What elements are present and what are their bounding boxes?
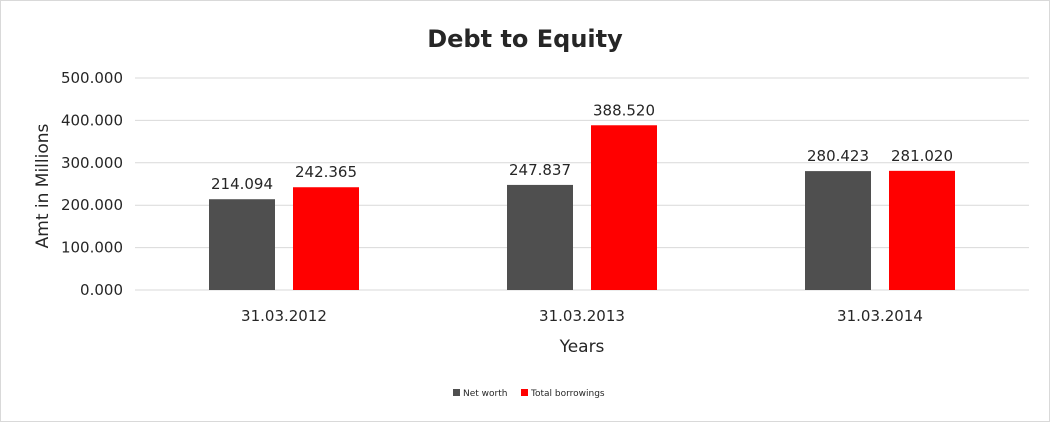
x-axis-label: Years bbox=[559, 337, 605, 357]
y-tick-label: 300.000 bbox=[61, 154, 123, 172]
data-label: 281.020 bbox=[891, 147, 953, 165]
x-tick-label: 31.03.2013 bbox=[539, 307, 625, 325]
bar bbox=[507, 184, 573, 290]
data-label: 388.520 bbox=[593, 101, 655, 119]
y-axis-label: Amt in Millions bbox=[33, 123, 53, 248]
bar bbox=[805, 171, 871, 290]
legend-swatch bbox=[521, 389, 528, 396]
bar bbox=[889, 170, 955, 290]
y-tick-label: 0.000 bbox=[80, 281, 123, 299]
legend-swatch bbox=[453, 389, 460, 396]
gridlines bbox=[135, 77, 1029, 291]
x-tick-label: 31.03.2014 bbox=[837, 307, 923, 325]
bar bbox=[209, 199, 275, 290]
x-axis-ticks: 31.03.2012 31.03.2013 31.03.2014 bbox=[241, 307, 923, 325]
data-label: 247.837 bbox=[509, 161, 571, 179]
data-label: 242.365 bbox=[295, 163, 357, 181]
bar bbox=[591, 125, 657, 290]
legend-label: Net worth bbox=[463, 389, 507, 399]
y-tick-label: 500.000 bbox=[61, 69, 123, 87]
bars bbox=[209, 125, 955, 290]
y-tick-label: 400.000 bbox=[61, 111, 123, 129]
chart-title: Debt to Equity bbox=[427, 25, 623, 53]
data-label: 214.094 bbox=[211, 175, 273, 193]
y-axis-ticks: 0.000 100.000 200.000 300.000 400.000 500.000 bbox=[61, 69, 123, 299]
data-labels: 214.094 242.365 247.837 388.520 280.423 281.0… bbox=[211, 101, 953, 193]
bar bbox=[293, 187, 359, 290]
x-tick-label: 31.03.2012 bbox=[241, 307, 327, 325]
y-tick-label: 200.000 bbox=[61, 196, 123, 214]
y-tick-label: 100.000 bbox=[61, 239, 123, 257]
legend: Net worth Total borrowings bbox=[453, 389, 605, 399]
data-label: 280.423 bbox=[807, 147, 869, 165]
legend-label: Total borrowings bbox=[530, 389, 605, 399]
